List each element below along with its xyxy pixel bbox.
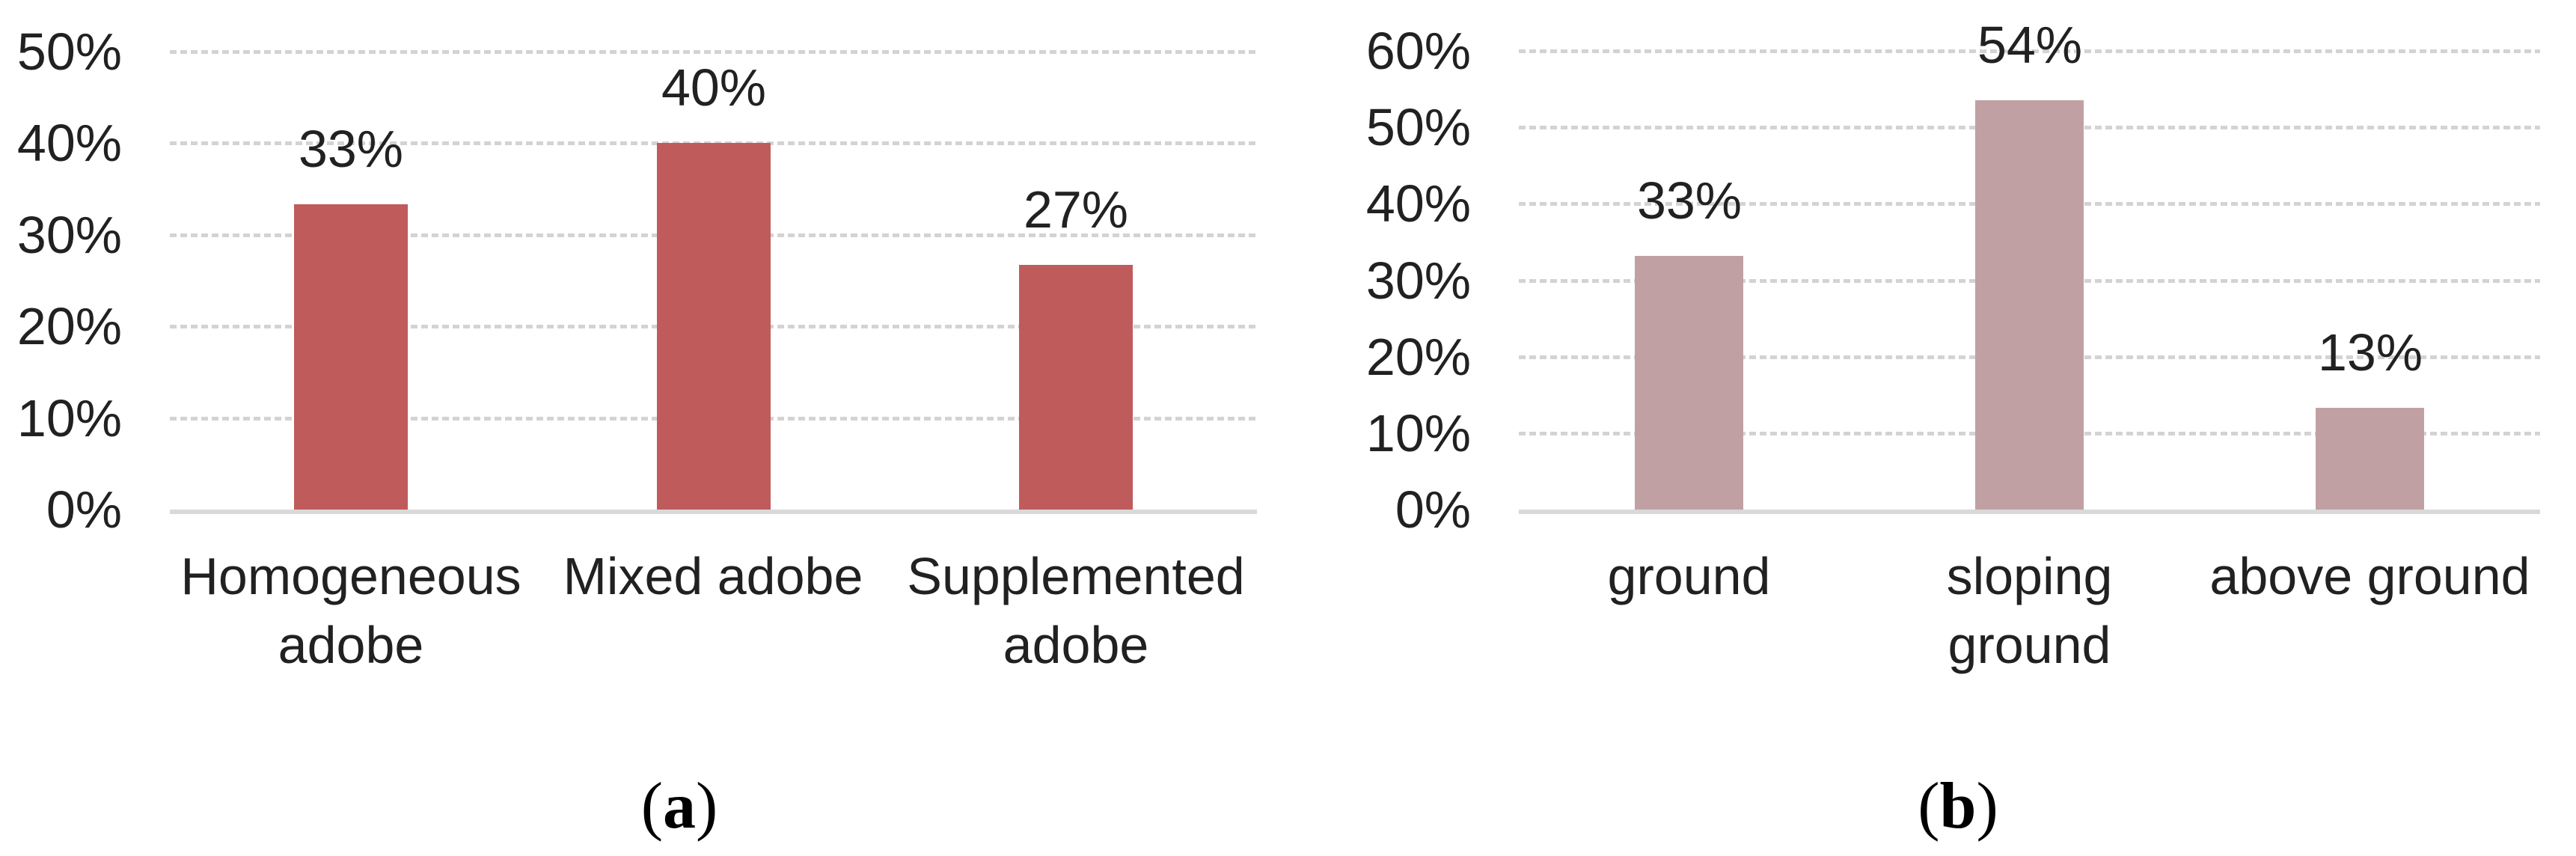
bar-above-ground (2316, 408, 2424, 510)
caption-a-open-paren: ( (640, 770, 663, 843)
category-label-mixed-adobe: Mixed adobe (563, 547, 863, 605)
bar-mixed-adobe (657, 143, 771, 510)
category-label-sloping-ground: sloping ground (1946, 547, 2113, 674)
bar-data-label-homogeneous-adobe: 33% (298, 120, 404, 178)
y-axis-tick-label: 40% (16, 114, 122, 173)
bar-data-label-ground: 33% (1636, 171, 1743, 230)
caption-b-close-paren: ) (1976, 770, 1998, 843)
y-axis-tick-label: 20% (1365, 327, 1471, 386)
bar-homogeneous-adobe (294, 204, 408, 510)
category-label-above-ground: above ground (2209, 547, 2530, 605)
caption-a-close-paren: ) (696, 770, 718, 843)
bar-supplemented-adobe (1019, 265, 1133, 510)
category-label-supplemented-adobe: Supplemented adobe (907, 547, 1245, 674)
y-axis-tick-label: 10% (16, 388, 122, 447)
y-axis-tick-label: 0% (46, 480, 122, 539)
y-axis-tick-label: 50% (1365, 98, 1471, 157)
x-axis-line (1519, 510, 2540, 514)
bar-data-label-mixed-adobe: 40% (661, 58, 767, 117)
bar-data-label-sloping-ground: 54% (1977, 16, 2083, 74)
y-axis-tick-label: 40% (1365, 174, 1471, 233)
caption-b-letter: b (1939, 770, 1977, 843)
y-axis-tick-label: 20% (16, 297, 122, 356)
bar-sloping-ground (1975, 100, 2084, 510)
caption-b-open-paren: ( (1918, 770, 1940, 843)
y-axis-tick-label: 10% (1365, 403, 1471, 462)
y-axis-tick-label: 30% (1365, 251, 1471, 310)
y-axis-tick-label: 60% (1365, 22, 1471, 80)
bar-ground (1635, 256, 1743, 510)
category-label-ground: ground (1607, 547, 1771, 605)
y-axis-tick-label: 0% (1395, 480, 1471, 539)
gridline-60pct (1519, 49, 2540, 53)
category-label-homogeneous-adobe: Homogeneous adobe (180, 547, 521, 674)
gridline-50pct (170, 50, 1257, 54)
caption-a: (a) (380, 762, 979, 852)
caption-b: (b) (1659, 762, 2257, 852)
y-axis-tick-label: 30% (16, 205, 122, 264)
y-axis-tick-label: 50% (16, 22, 122, 81)
caption-a-letter: a (663, 770, 696, 843)
bar-data-label-supplemented-adobe: 27% (1023, 180, 1129, 239)
x-axis-line (170, 510, 1257, 514)
bar-data-label-above-ground: 13% (2317, 323, 2423, 382)
